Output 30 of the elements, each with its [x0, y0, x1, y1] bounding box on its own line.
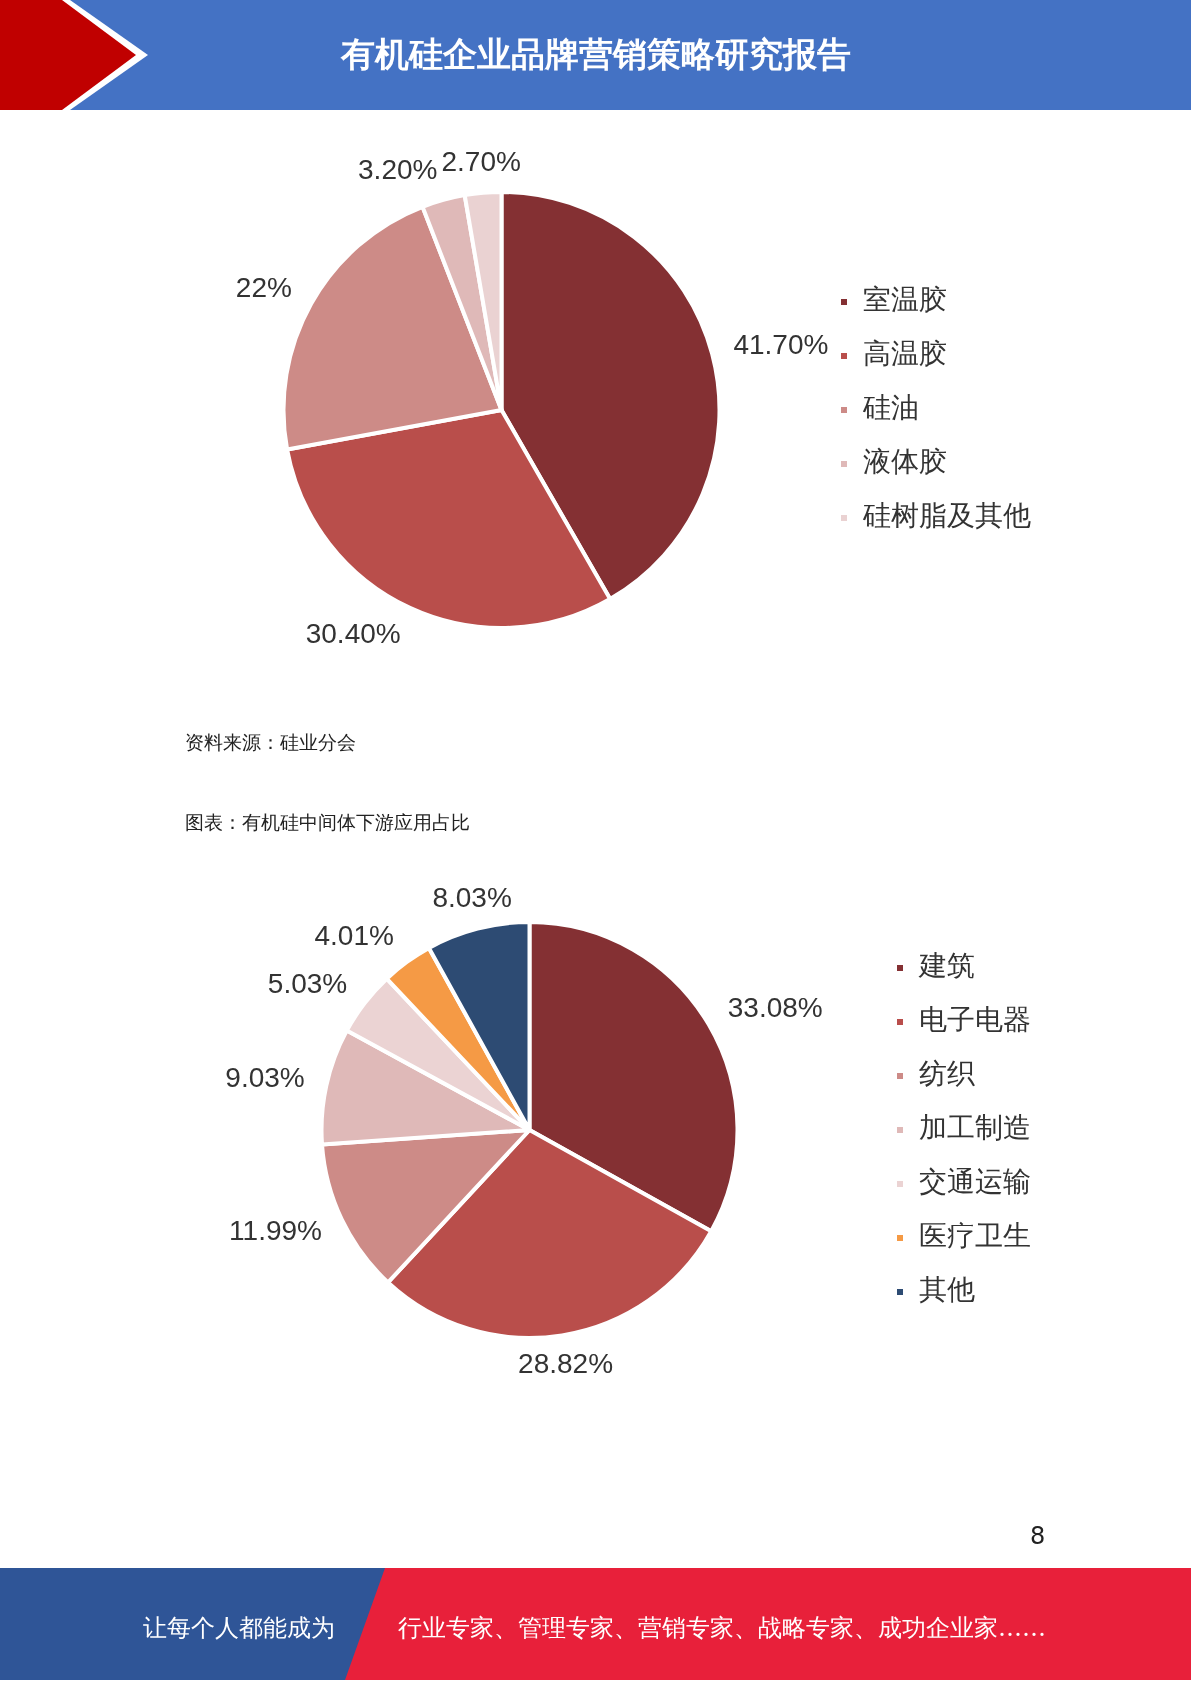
legend-label: 电子电器: [919, 1003, 1031, 1037]
text: 8: [1030, 1522, 1046, 1550]
data-label: 11.99%: [229, 1215, 322, 1247]
data-label: 30.40%: [305, 617, 401, 649]
data-label: 2.70%: [441, 145, 521, 177]
chart-title: 有机硅企业品牌营销策略研究报告: [0, 0, 1191, 110]
data-label: 4.01%: [314, 920, 394, 952]
data-label: 28.82%: [518, 1347, 614, 1379]
chart-title: 图表：有机硅中间体下游应用占比: [185, 810, 470, 835]
legend-label: 医疗卫生: [919, 1219, 1031, 1253]
text: 资料来源：硅业分会: [185, 730, 356, 755]
legend-label: 硅油: [862, 391, 919, 425]
data-label: 5.03%: [267, 967, 348, 999]
legend-label: 室温胶: [863, 283, 947, 317]
data-label: 9.03%: [225, 1062, 305, 1094]
data-label: 33.08%: [727, 992, 823, 1024]
data-label: 3.20%: [358, 153, 438, 185]
legend-label: 其他: [919, 1273, 975, 1307]
legend-label: 高温胶: [863, 337, 947, 371]
legend-label: 交通运输: [919, 1165, 1031, 1199]
legend-label: 建筑: [918, 949, 975, 983]
data-label: 8.03%: [432, 882, 512, 914]
legend-label: 液体胶: [863, 445, 947, 479]
text: 行业专家、管理专家、营销专家、战略专家、成功企业家……: [398, 1613, 1046, 1644]
text: 让每个人都能成为: [143, 1613, 335, 1644]
legend-label: 加工制造: [919, 1111, 1031, 1145]
legend-label: 纺织: [919, 1057, 975, 1091]
data-label: 41.70%: [733, 328, 829, 360]
data-label: 22%: [235, 271, 292, 303]
legend-label: 硅树脂及其他: [862, 499, 1031, 533]
